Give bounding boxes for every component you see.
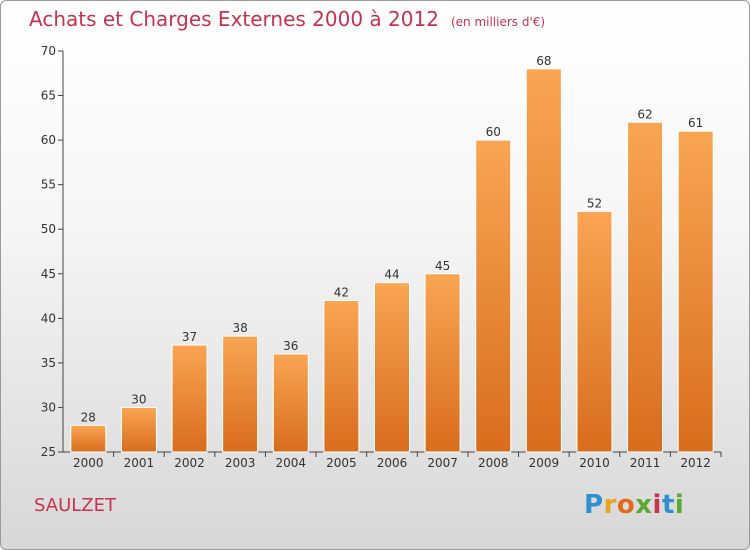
- bar-2000: [70, 424, 107, 453]
- x-tick-label: 2003: [225, 456, 256, 470]
- x-tick-label: 2007: [427, 456, 458, 470]
- proxiti-logo: Proxiti: [584, 490, 684, 520]
- bar-2008: [475, 139, 512, 453]
- x-tick-label: 2010: [579, 456, 610, 470]
- bar-value-label: 61: [688, 116, 703, 130]
- logo-letter: r: [603, 490, 617, 520]
- bar-value-label: 36: [283, 339, 298, 353]
- logo-letter: i: [674, 490, 685, 520]
- bar-2012: [677, 130, 714, 453]
- y-tick-label: 55: [41, 178, 56, 192]
- x-tick-label: 2009: [529, 456, 560, 470]
- bar-value-label: 38: [233, 321, 248, 335]
- logo-letter: o: [616, 490, 636, 520]
- bar-value-label: 45: [435, 259, 450, 273]
- x-tick-label: 2001: [124, 456, 155, 470]
- bar-value-label: 62: [637, 107, 652, 121]
- logo-letter: P: [584, 490, 604, 520]
- x-tick-label: 2011: [630, 456, 661, 470]
- bar-2010: [576, 210, 613, 453]
- bar-2005: [323, 300, 360, 453]
- bar-2003: [222, 335, 259, 453]
- y-tick-label: 60: [41, 133, 56, 147]
- bar-2006: [374, 282, 410, 453]
- x-tick-label: 2012: [680, 456, 711, 470]
- y-tick-label: 50: [41, 222, 56, 236]
- logo-letter: i: [652, 490, 662, 520]
- bar-2011: [627, 121, 664, 453]
- y-tick-label: 40: [41, 311, 56, 325]
- x-tick-label: 2008: [478, 456, 509, 470]
- chart-title: Achats et Charges Externes 2000 à 2012 (e…: [29, 7, 545, 31]
- logo-letter: x: [635, 490, 653, 520]
- y-tick-label: 45: [41, 267, 56, 281]
- chart-title-unit: (en milliers d'€): [450, 15, 546, 29]
- bar-2007: [424, 273, 461, 453]
- y-tick-label: 70: [41, 44, 56, 58]
- y-tick-label: 35: [41, 356, 56, 370]
- bar-value-label: 30: [131, 392, 146, 406]
- bar-value-label: 42: [334, 286, 349, 300]
- bar-2009: [525, 68, 562, 453]
- x-tick-label: 2002: [174, 456, 205, 470]
- bar-value-label: 37: [182, 330, 197, 344]
- chart-title-main: Achats et Charges Externes 2000 à 2012: [29, 7, 439, 31]
- bar-value-label: 28: [81, 410, 96, 424]
- x-tick-label: 2005: [326, 456, 357, 470]
- logo-letter: t: [661, 490, 675, 520]
- x-tick-label: 2000: [73, 456, 104, 470]
- bar-value-label: 60: [486, 125, 501, 139]
- bar-2002: [171, 344, 208, 453]
- x-tick-label: 2006: [377, 456, 408, 470]
- bar-value-label: 52: [587, 196, 602, 210]
- y-tick-label: 65: [41, 89, 56, 103]
- bar-value-label: 68: [536, 54, 551, 68]
- bar-value-label: 44: [384, 268, 399, 282]
- x-tick-label: 2004: [275, 456, 306, 470]
- bar-2001: [120, 406, 157, 453]
- y-tick-label: 30: [41, 400, 56, 414]
- bar-2004: [272, 353, 309, 453]
- location-name: SAULZET: [34, 495, 116, 516]
- y-tick-label: 25: [41, 445, 56, 459]
